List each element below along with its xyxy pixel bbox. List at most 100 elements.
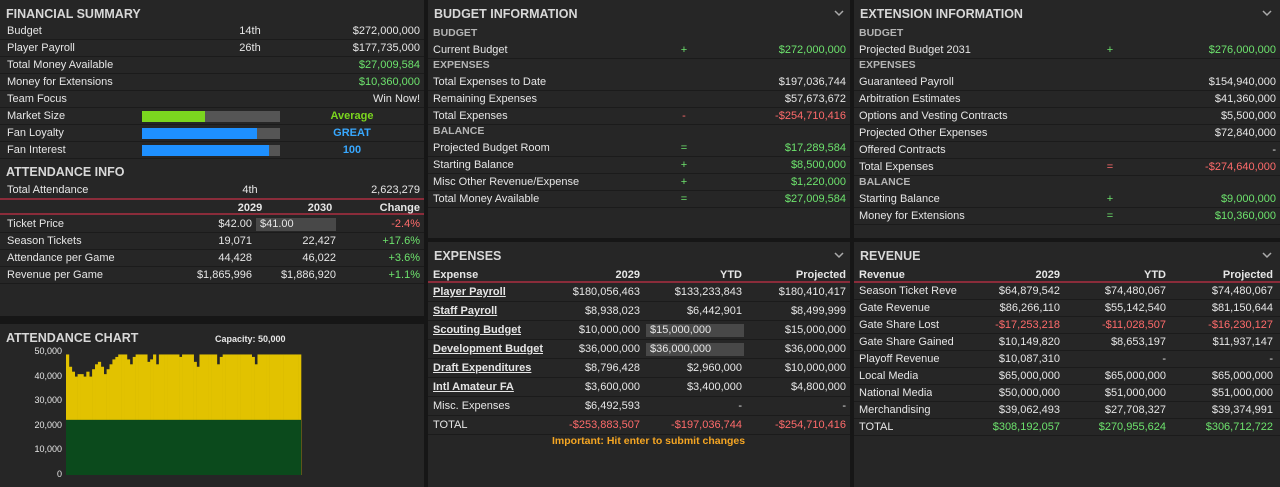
financial-summary-row: Total Money Available $27,009,584 [0, 57, 424, 74]
expense-projected: $10,000,000 [784, 362, 846, 374]
chevron-down-icon[interactable] [1260, 248, 1274, 262]
attendance-bar [202, 354, 206, 475]
attendance-bar [161, 354, 165, 475]
info-row: Starting Balance + $9,000,000 [854, 191, 1280, 208]
revenue-projected: $51,000,000 [1211, 387, 1273, 399]
attendance-bar [164, 354, 168, 475]
budget-input[interactable]: $15,000,000 [646, 324, 744, 337]
expense-link[interactable]: Development Budget [433, 343, 544, 355]
attendance-2030: $1,886,920 [280, 269, 336, 281]
metric-bar-fill [142, 111, 206, 122]
ticket-price-input[interactable]: $41.00 [256, 218, 336, 231]
info-label: Misc Other Revenue/Expense [433, 176, 580, 188]
attendance-bar [190, 354, 194, 475]
revenue-label: TOTAL [859, 421, 894, 433]
metric-bar [142, 111, 280, 122]
attendance-bar [292, 354, 296, 475]
revenue-label: Gate Revenue [859, 302, 930, 314]
expense-link[interactable]: Player Payroll [433, 286, 506, 298]
header-2029: 2029 [1035, 269, 1060, 281]
expenses-header: Expense 2029 YTD Projected [428, 267, 850, 283]
info-value: $41,360,000 [1214, 93, 1276, 105]
attendance-bar [66, 354, 70, 475]
attendance-bar [222, 354, 226, 475]
chevron-down-icon[interactable] [1260, 6, 1274, 20]
fan-metric-row: Fan Loyalty GREAT [0, 125, 424, 142]
metric-label: Market Size [7, 110, 66, 122]
attendance-bar [208, 354, 212, 475]
info-value: $197,036,744 [778, 76, 846, 88]
expense-label: TOTAL [433, 419, 468, 431]
financial-summary-panel: FINANCIAL SUMMARY Budget 14th $272,000,000… [0, 0, 424, 316]
revenue-label: Local Media [859, 370, 919, 382]
attendance-bar [280, 354, 284, 475]
extension-info-panel: EXTENSION INFORMATION BUDGET Projected Bu… [854, 0, 1280, 238]
info-row: Guaranteed Payroll $154,940,000 [854, 74, 1280, 91]
expense-link[interactable]: Intl Amateur FA [433, 381, 514, 393]
info-operator: + [1106, 44, 1114, 56]
ticket-price-value[interactable]: $41.00 [260, 218, 294, 230]
attendance-bar [167, 354, 171, 475]
revenue-total-row: TOTAL $308,192,057 $270,955,624 $306,712,72… [854, 419, 1280, 436]
attendance-bar [170, 354, 174, 475]
info-operator: + [680, 44, 688, 56]
fan-metric-row: Market Size Average [0, 108, 424, 125]
expense-link[interactable]: Scouting Budget [433, 324, 521, 336]
attendance-bar [109, 364, 113, 475]
revenue-projected: $306,712,722 [1205, 421, 1273, 433]
attendance-2030: 46,022 [302, 252, 336, 264]
header-ytd: YTD [1144, 269, 1166, 281]
info-operator: = [1106, 210, 1114, 222]
info-label: Remaining Expenses [433, 93, 537, 105]
info-label: Options and Vesting Contracts [859, 110, 1008, 122]
expense-ytd: - [738, 400, 742, 412]
chevron-down-icon[interactable] [832, 248, 846, 262]
expense-2029: $180,056,463 [572, 286, 640, 298]
attendance-bar [141, 354, 145, 475]
attendance-bar [289, 354, 293, 475]
budget-input-value[interactable]: $15,000,000 [650, 324, 712, 336]
expense-link[interactable]: Staff Payroll [433, 305, 498, 317]
info-row: Total Expenses - -$254,710,416 [428, 108, 850, 125]
expense-row: Scouting Budget $10,000,000 $15,000,000 $15… [428, 321, 850, 340]
revenue-ytd: $27,708,327 [1104, 404, 1166, 416]
attendance-info-title: ATTENDANCE INFO [6, 165, 125, 179]
y-tick-label: 40,000 [34, 370, 62, 381]
metric-bar [142, 128, 280, 139]
attendance-chart-panel: ATTENDANCE CHART Capacity: 50,000 50,000… [0, 324, 424, 487]
header-2030: 2030 [307, 202, 333, 214]
info-value: $276,000,000 [1208, 44, 1276, 56]
expense-2029: $3,600,000 [584, 381, 640, 393]
revenue-2029: $10,087,310 [998, 353, 1060, 365]
info-value: $8,500,000 [790, 159, 846, 171]
info-value: -$274,640,000 [1205, 161, 1276, 173]
budget-input[interactable]: $36,000,000 [646, 343, 744, 356]
info-label: Starting Balance [859, 193, 940, 205]
capacity-label: Capacity: 50,000 [215, 334, 286, 344]
attendance-bar [118, 354, 122, 475]
attendance-bar [213, 354, 218, 475]
chevron-down-icon[interactable] [832, 6, 846, 20]
total-attendance-label: Total Attendance [7, 184, 89, 196]
attendance-bar [237, 354, 241, 475]
section-header: BALANCE [433, 125, 485, 137]
attendance-bar [269, 354, 273, 475]
info-row: Projected Budget 2031 + $276,000,000 [854, 42, 1280, 59]
attendance-bar [144, 354, 148, 475]
attendance-row: Ticket Price $42.00 $41.00 -2.4% [0, 216, 424, 233]
budget-input-value[interactable]: $36,000,000 [650, 343, 712, 355]
attendance-bar [121, 354, 125, 475]
revenue-row: Gate Share Gained $10,149,820 $8,653,197 $1… [854, 334, 1280, 351]
revenue-label: National Media [859, 387, 933, 399]
expenses-title: EXPENSES [434, 249, 502, 263]
revenue-row: Merchandising $39,062,493 $27,708,327 $39,3… [854, 402, 1280, 419]
expense-link[interactable]: Draft Expenditures [433, 362, 532, 374]
info-row: Misc Other Revenue/Expense + $1,220,000 [428, 174, 850, 191]
info-label: Total Expenses to Date [433, 76, 547, 88]
revenue-row: Gate Revenue $86,266,110 $55,142,540 $81,15… [854, 300, 1280, 317]
info-row: Current Budget + $272,000,000 [428, 42, 850, 59]
header-ytd: YTD [720, 269, 742, 281]
info-row: Total Money Available = $27,009,584 [428, 191, 850, 208]
revenue-ytd: -$11,028,507 [1101, 319, 1166, 331]
expense-ytd: $6,442,901 [686, 305, 742, 317]
